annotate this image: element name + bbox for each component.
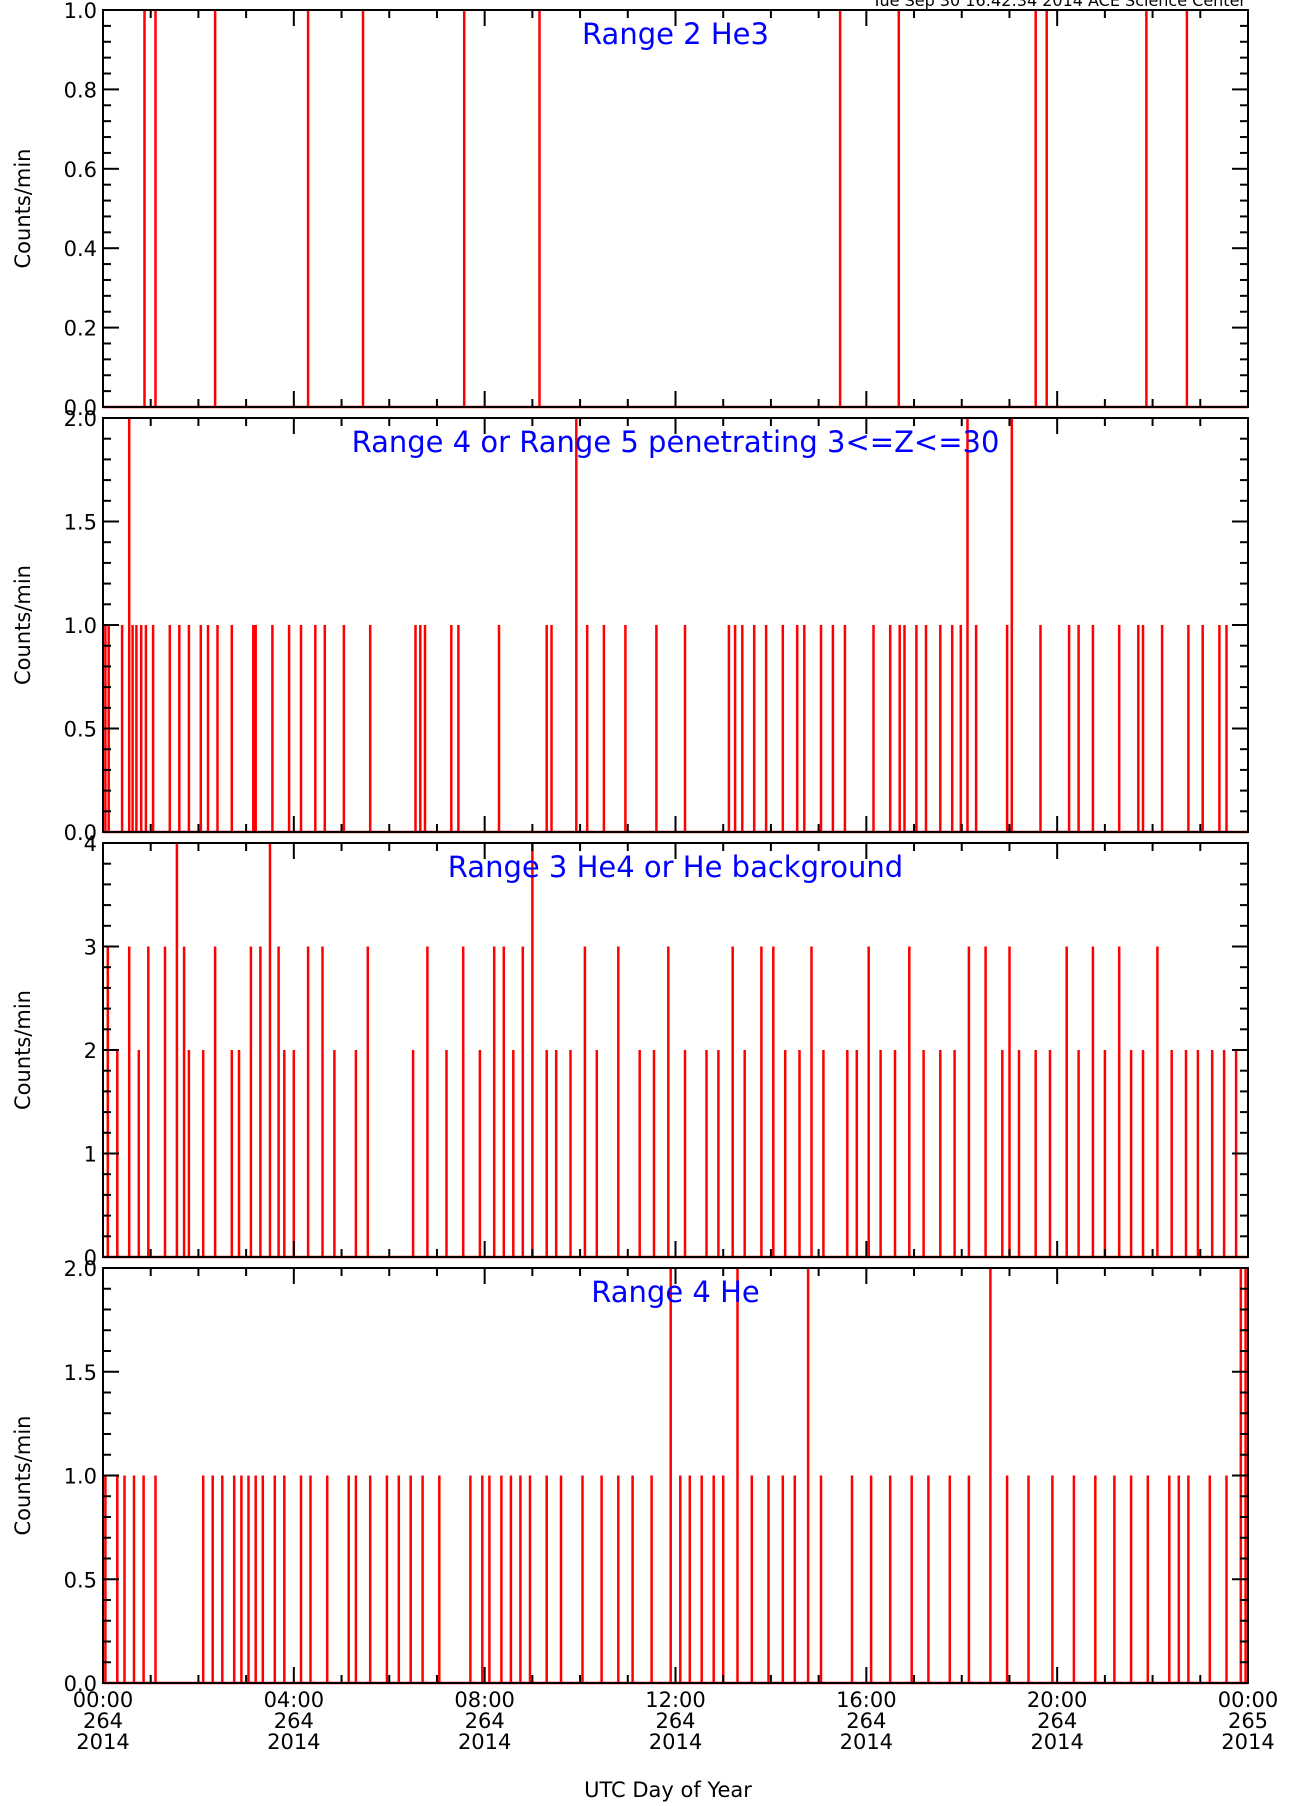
plot-frame <box>102 9 1249 408</box>
y-tick-label: 0.0 <box>64 821 97 845</box>
x-tick-label: 20:00 <box>1027 1688 1088 1712</box>
x-axis-title: UTC Day of Year <box>584 1778 752 1802</box>
y-tick-label: 0.5 <box>64 1568 97 1592</box>
y-tick-label: 1.5 <box>64 511 97 535</box>
y-tick-label: 0.0 <box>64 396 97 420</box>
panel-title: Range 4 He <box>591 1275 759 1309</box>
x-tick-label: 264 <box>83 1709 123 1733</box>
x-tick-label: 2014 <box>649 1730 702 1754</box>
y-tick-label: 0.2 <box>64 317 97 341</box>
panel-3: 0 1 2 3 4 Range 3 He4 or He background Counts/… <box>11 832 1249 1270</box>
panel-title: Range 3 He4 or He background <box>448 850 903 884</box>
x-tick-label: 2014 <box>76 1730 129 1754</box>
header-timestamp: Tue Sep 30 16:42:34 2014 ACE Science Cen… <box>871 0 1246 10</box>
y-tick-label: 2 <box>84 1039 97 1063</box>
y-axis-label: Counts/min <box>11 565 35 685</box>
panel-4: 0.0 0.5 1.0 1.5 2.0 Range 4 He Counts/min <box>11 1257 1249 1696</box>
x-axis-labels: 00:00264201404:00264201408:00264201412:0… <box>73 1688 1279 1754</box>
y-tick-label: 3 <box>84 936 97 960</box>
x-tick-label: 2014 <box>267 1730 320 1754</box>
plot-frame <box>102 842 1249 1258</box>
x-tick-label: 2014 <box>1030 1730 1083 1754</box>
panel-title: Range 2 He3 <box>582 17 769 51</box>
y-tick-label: 1 <box>84 1143 97 1167</box>
x-tick-label: 08:00 <box>454 1688 515 1712</box>
panel-1: 0.0 0.2 0.4 0.6 0.8 1.0 Range 2 He3 Counts/min <box>11 0 1249 420</box>
y-tick-label: 4 <box>84 832 97 856</box>
x-tick-label: 265 <box>1228 1709 1268 1733</box>
x-tick-label: 16:00 <box>836 1688 897 1712</box>
x-tick-label: 00:00 <box>1218 1688 1279 1712</box>
y-tick-label: 0.4 <box>64 237 97 261</box>
x-tick-label: 12:00 <box>645 1688 706 1712</box>
series-trace <box>103 418 1248 834</box>
x-tick-label: 04:00 <box>264 1688 325 1712</box>
y-axis-label: Counts/min <box>11 1416 35 1536</box>
x-tick-label: 264 <box>274 1709 314 1733</box>
y-tick-label: 0.0 <box>64 1672 97 1696</box>
plot-frame <box>102 417 1249 833</box>
x-tick-label: 2014 <box>840 1730 893 1754</box>
y-tick-label: 0.8 <box>64 78 97 102</box>
panel-2: 0.0 0.5 1.0 1.5 2.0 Range 4 or Range 5 penetr… <box>11 407 1249 845</box>
x-tick-label: 264 <box>465 1709 505 1733</box>
y-tick-label: 2.0 <box>64 1257 97 1281</box>
x-tick-label: 00:00 <box>73 1688 134 1712</box>
series-trace <box>103 843 1248 1259</box>
y-axis-label: Counts/min <box>11 990 35 1110</box>
y-tick-label: 2.0 <box>64 407 97 431</box>
y-tick-label: 1.0 <box>64 614 97 638</box>
panel-title: Range 4 or Range 5 penetrating 3<=Z<=30 <box>352 425 1000 459</box>
y-tick-label: 0.6 <box>64 158 97 182</box>
y-tick-label: 0 <box>84 1246 97 1270</box>
x-tick-label: 264 <box>846 1709 886 1733</box>
y-tick-label: 0.5 <box>64 718 97 742</box>
series-trace <box>103 1268 1248 1685</box>
y-axis-label: Counts/min <box>11 149 35 269</box>
x-tick-label: 264 <box>655 1709 695 1733</box>
x-tick-label: 264 <box>1037 1709 1077 1733</box>
y-tick-label: 1.0 <box>64 0 97 23</box>
x-tick-label: 2014 <box>458 1730 511 1754</box>
x-tick-label: 2014 <box>1221 1730 1274 1754</box>
y-tick-label: 1.0 <box>64 1465 97 1489</box>
y-tick-label: 1.5 <box>64 1361 97 1385</box>
series-trace <box>103 10 1248 409</box>
